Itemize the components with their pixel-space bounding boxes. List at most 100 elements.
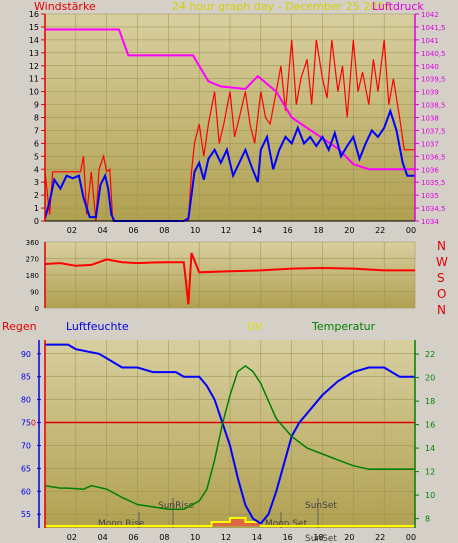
climate-x-tick-label: 02 [67,533,77,542]
wind-y-tick-label: 11 [29,75,39,84]
wind-y-tick-label: 16 [29,10,39,19]
sun-rise-label: SunRise [158,501,195,511]
pressure-y-tick-label: 1038 [421,115,439,123]
uv-label: UV [247,320,263,333]
pressure-y-tick-label: 1034,5 [421,205,446,213]
direction-axes: 0 90 180 270 360 [26,239,46,313]
direction-series [44,252,415,305]
pressure-y-tick-label: 1037,5 [421,127,446,135]
climate-x-tick-label: 00 [406,533,416,542]
graph-title: 24 hour graph day - December 25 2016 [172,0,391,13]
compass-s: S [437,271,445,285]
humidity-y-tick-label: 55 [21,510,31,519]
direction-y-tick-label: 180 [26,272,39,280]
wind-y-tick-label: 0 [34,217,39,226]
pressure-y-tick-label: 1042 [421,11,439,19]
sun-set-label-bottom: SunSet [305,534,337,543]
humidity-y-tick-label: 90 [21,350,31,359]
pressure-y-tick-label: 1039,5 [421,76,446,84]
humidity-y-tick-label: 70 [21,441,31,450]
temperature-y-tick-label: 20 [425,374,435,383]
wind-x-tick-label: 12 [221,226,231,235]
climate-x-tick-label: 20 [344,533,354,542]
pressure-y-tick-label: 1041 [421,37,439,45]
temperature-y-tick-label: 22 [425,350,435,359]
direction-grid [45,241,416,309]
moon-set-label: Moon Set [265,519,308,529]
pressure-y-tick-label: 1035,5 [421,179,446,187]
compass-o: O [437,287,446,301]
wind-x-tick-label: 14 [252,226,262,235]
temperature-y-tick-label: 18 [425,397,435,406]
humidity-line [45,343,415,525]
pressure-y-tick-label: 1039 [421,89,439,97]
climate-series [44,343,415,527]
pressure-y-tick-label: 1040,5 [421,50,446,58]
pressure-y-tick-label: 1040 [421,63,439,71]
wind-x-tick-label: 16 [283,226,293,235]
wind-y-tick-label: 7 [34,126,39,135]
pressure-line [45,28,415,171]
climate-axes: 55 60 65 70 75 80 85 90 8 10 12 14 16 18 20 22 02 04 06 08 1… [21,340,435,542]
wind-x-tick-label: 22 [375,226,385,235]
uv-area [211,518,261,526]
wind-y-tick-label: 10 [29,88,39,97]
compass-n-bottom: N [437,303,446,317]
wind-x-tick-label: 10 [190,226,200,235]
compass-labels: N W S O N [436,239,448,317]
pressure-y-tick-label: 1035 [421,192,439,200]
direction-y-tick-label: 0 [35,305,39,313]
temperature-y-tick-label: 12 [425,468,435,477]
climate-x-tick-label: 22 [375,533,385,542]
temperature-line [44,364,415,510]
wind-y-tick-label: 9 [34,101,39,110]
wind-axes: 01234567891011121314151610341034,5103510… [29,10,446,235]
pressure-y-tick-label: 1037 [421,140,439,148]
temperature-y-tick-label: 16 [425,421,435,430]
wind-direction-line [44,252,415,305]
wind-x-tick-label: 18 [313,226,323,235]
temperature-y-tick-label: 10 [425,491,435,500]
wind-x-tick-label: 04 [98,226,108,235]
pressure-y-tick-label: 1036 [421,166,439,174]
climate-x-tick-label: 12 [221,533,231,542]
humidity-y-tick-label: 65 [21,464,31,473]
compass-w: W [436,255,448,269]
wind-y-tick-label: 12 [29,62,39,71]
humidity-y-tick-label: 75 [21,419,31,428]
wind-series [44,28,415,222]
pressure-y-tick-label: 1041,5 [421,24,446,32]
wind-x-tick-label: 00 [406,226,416,235]
temperature-label: Temperatur [311,320,376,333]
wind-y-tick-label: 4 [34,165,39,174]
sun-set-label: SunSet [305,501,337,511]
wind-y-tick-label: 14 [29,36,39,45]
humidity-y-tick-label: 85 [21,373,31,382]
direction-y-tick-label: 360 [26,239,39,247]
humidity-y-tick-label: 60 [21,487,31,496]
wind-x-tick-label: 08 [159,226,169,235]
wind-y-tick-label: 3 [34,178,39,187]
rain-label: Regen [2,320,37,333]
wind-y-tick-label: 8 [34,114,39,123]
wind-x-tick-label: 02 [67,226,77,235]
rain-tick-label: 0 [31,419,36,428]
wind-y-tick-label: 15 [29,23,39,32]
climate-x-tick-label: 18 [313,533,323,542]
climate-x-tick-label: 06 [128,533,138,542]
temperature-y-tick-label: 8 [425,515,430,524]
pressure-y-tick-label: 1038,5 [421,102,446,110]
wind-y-tick-label: 2 [34,191,39,200]
wind-y-tick-label: 6 [34,139,39,148]
wind-x-tick-label: 06 [128,226,138,235]
climate-x-tick-label: 04 [98,533,108,542]
humidity-label: Luftfeuchte [66,320,129,333]
compass-n-top: N [437,239,446,253]
direction-y-tick-label: 90 [30,289,39,297]
temperature-y-tick-label: 14 [425,444,435,453]
climate-x-tick-label: 14 [252,533,262,542]
pressure-title: Luftdruck [372,0,424,13]
pressure-y-tick-label: 1034 [421,218,439,226]
